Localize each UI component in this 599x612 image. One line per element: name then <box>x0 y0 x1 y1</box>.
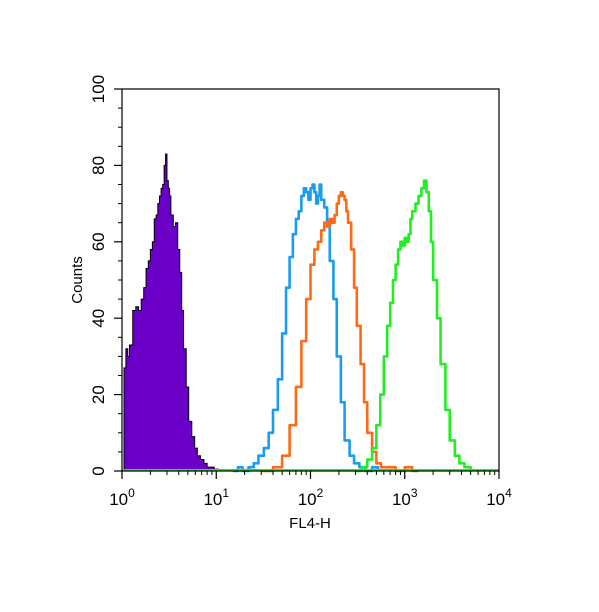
label-layer: 100 101 102 103 104 0 20 40 60 80 100 <box>89 75 512 509</box>
x-axis-title: FL4-H <box>289 515 331 532</box>
histogram-series-2 <box>232 183 380 473</box>
x-tick-label: 104 <box>486 486 512 509</box>
tick-layer <box>114 88 500 479</box>
x-tick-label: 103 <box>392 486 418 509</box>
y-tick-label: 40 <box>89 309 108 328</box>
x-tick-label: 102 <box>298 486 324 509</box>
histogram-series-3 <box>261 190 419 473</box>
x-tick-label: 100 <box>109 486 135 509</box>
histogram-series-4 <box>355 179 472 473</box>
x-tick-label: 101 <box>203 486 229 509</box>
y-tick-label: 100 <box>89 75 108 103</box>
y-tick-label: 20 <box>89 385 108 404</box>
histogram-series-1 <box>122 153 219 472</box>
y-tick-label: 0 <box>89 466 108 475</box>
series-layer <box>122 153 499 473</box>
y-tick-label: 60 <box>89 232 108 251</box>
y-axis-title: Counts <box>69 256 86 304</box>
y-tick-label: 80 <box>89 156 108 175</box>
